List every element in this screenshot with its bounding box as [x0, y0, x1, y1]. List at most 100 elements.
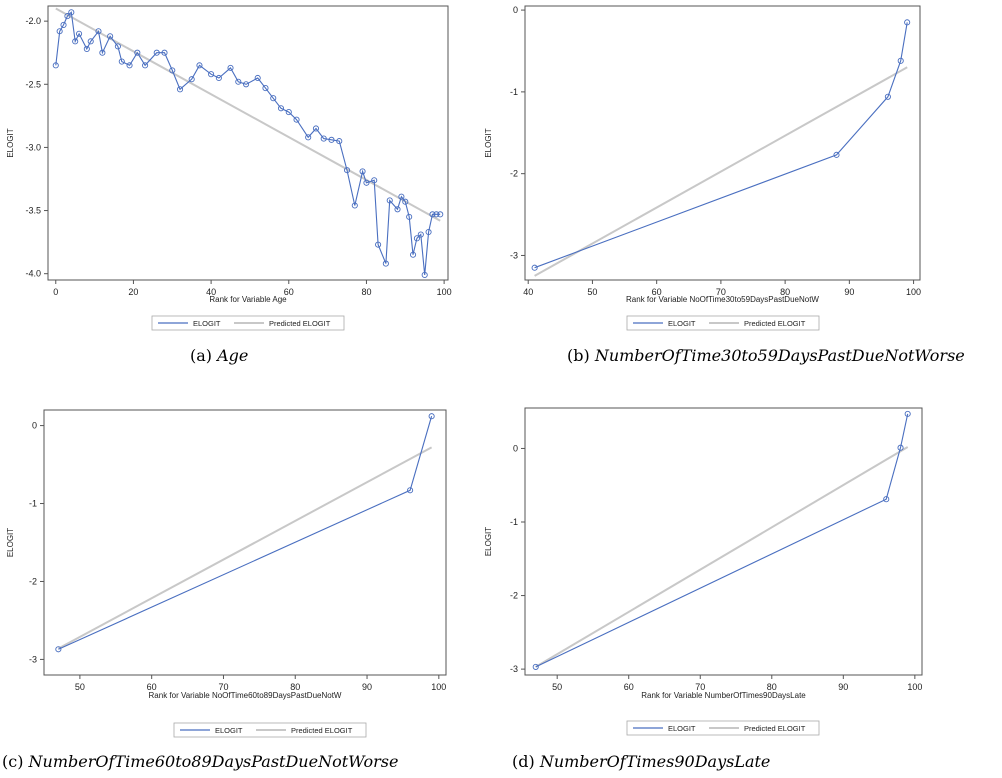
y-tick-label: -2 [29, 576, 37, 586]
elogit-point [371, 177, 378, 184]
elogit-point [382, 260, 389, 267]
elogit-point [126, 62, 133, 69]
x-tick-label: 100 [437, 287, 452, 297]
x-tick-label: 80 [767, 682, 777, 692]
elogit-point [428, 413, 435, 420]
caption-b-var: NumberOfTime30to59DaysPastDueNotWorse [594, 346, 965, 365]
y-tick-label: -1 [29, 499, 37, 509]
y-tick-label: 0 [32, 421, 37, 431]
elogit-point [359, 168, 366, 175]
x-tick-label: 90 [838, 682, 848, 692]
elogit-point [897, 57, 904, 64]
elogit-point [99, 49, 106, 56]
elogit-point [87, 38, 94, 45]
x-tick-label: 60 [652, 287, 662, 297]
x-tick-label: 80 [290, 682, 300, 692]
caption-b: (b) NumberOfTime30to59DaysPastDueNotWors… [567, 346, 965, 365]
elogit-point [305, 134, 312, 141]
predicted-elogit-line [534, 66, 908, 277]
legend-label-predicted: Predicted ELOGIT [291, 726, 353, 735]
chart-panel-c: 50 60 70 80 90 100 0 -1 -2 -3 Rank for Variable No… [0, 400, 470, 745]
y-tick-label: -2 [510, 169, 518, 179]
y-tick-label: -3 [29, 654, 37, 664]
x-tick-label: 70 [695, 682, 705, 692]
elogit-point [320, 135, 327, 142]
y-tick-label: -2 [510, 591, 518, 601]
elogit-line [55, 11, 441, 275]
elogit-point [429, 211, 436, 218]
caption-c-var: NumberOfTime60to89DaysPastDueNotWorse [28, 752, 399, 771]
x-tick-label: 60 [284, 287, 294, 297]
legend-label-elogit: ELOGIT [668, 319, 696, 328]
x-tick-label: 50 [75, 682, 85, 692]
y-tick-label: -3 [510, 250, 518, 260]
elogit-point [433, 211, 440, 218]
plot-area: 0 20 40 60 80 100 -2.0 -2.5 -3.0 -3.5 -4.0 Rank for… [6, 5, 452, 304]
elogit-point [107, 33, 114, 40]
caption-b-label: (b) [567, 346, 590, 365]
x-tick-label: 70 [218, 682, 228, 692]
elogit-point [532, 663, 539, 670]
elogit-point [270, 95, 277, 102]
x-tick-label: 90 [844, 287, 854, 297]
chart-panel-d: 50 60 70 80 90 100 0 -1 -2 -3 Rank for Variable Nu… [478, 400, 978, 745]
x-tick-label: 90 [362, 682, 372, 692]
elogit-line [534, 22, 908, 269]
elogit-point [833, 151, 840, 158]
elogit-point [277, 105, 285, 112]
caption-a-label: (a) [190, 346, 213, 365]
y-axis-label: ELOGIT [484, 527, 493, 556]
elogit-point [897, 444, 904, 451]
x-axis-label: Rank for Variable NoOfTime60to89DaysPast… [149, 691, 342, 700]
legend: ELOGIT Predicted ELOGIT [151, 315, 345, 331]
elogit-point [904, 19, 911, 26]
legend-label-elogit: ELOGIT [193, 319, 221, 328]
elogit-point [95, 28, 102, 35]
x-tick-label: 20 [128, 287, 138, 297]
elogit-point [243, 81, 250, 88]
elogit-line [535, 413, 909, 668]
elogit-point [52, 62, 59, 69]
legend-label-elogit: ELOGIT [215, 726, 243, 735]
chart-c: 50 60 70 80 90 100 0 -1 -2 -3 Rank for Variable No… [6, 409, 447, 738]
elogit-point [60, 21, 67, 28]
y-tick-label: -1 [510, 517, 518, 527]
caption-c: (c) NumberOfTime60to89DaysPastDueNotWors… [2, 752, 398, 771]
x-tick-label: 50 [587, 287, 597, 297]
y-tick-label: -3.0 [25, 142, 41, 152]
elogit-point [227, 64, 234, 71]
elogit-point [531, 264, 538, 271]
elogit-point [394, 206, 401, 213]
elogit-point [425, 228, 432, 236]
caption-c-label: (c) [2, 752, 24, 771]
elogit-point [409, 251, 417, 258]
y-tick-label: -3.5 [25, 206, 41, 216]
plot-area: 40 50 60 70 80 90 100 0 -1 -2 -3 Rank for Variable … [484, 5, 921, 304]
plot-frame [524, 5, 921, 281]
elogit-point [386, 197, 393, 204]
chart-a: 0 20 40 60 80 100 -2.0 -2.5 -3.0 -3.5 -4.0 Rank for… [6, 5, 452, 331]
plot-area: 50 60 70 80 90 100 0 -1 -2 -3 Rank for Variable No… [6, 409, 447, 700]
x-tick-label: 40 [206, 287, 216, 297]
x-tick-label: 60 [147, 682, 157, 692]
y-axis-label: ELOGIT [484, 128, 493, 157]
legend-label-elogit: ELOGIT [668, 724, 696, 733]
elogit-point [413, 235, 420, 242]
elogit-point [235, 78, 242, 85]
x-tick-label: 60 [624, 682, 634, 692]
y-axis-label: ELOGIT [6, 528, 15, 557]
elogit-point [153, 49, 160, 56]
x-tick-label: 80 [361, 287, 371, 297]
elogit-line [58, 416, 433, 650]
legend-label-predicted: Predicted ELOGIT [744, 319, 806, 328]
x-axis-label: Rank for Variable NoOfTime30to59DaysPast… [626, 295, 819, 304]
elogit-point [883, 496, 890, 503]
plot-frame [524, 407, 923, 676]
chart-panel-a: 0 20 40 60 80 100 -2.0 -2.5 -3.0 -3.5 -4.0 Rank for… [0, 0, 500, 335]
y-tick-label: -2.0 [25, 16, 41, 26]
elogit-point [55, 646, 62, 653]
x-tick-label: 80 [780, 287, 790, 297]
elogit-point [884, 93, 891, 100]
elogit-point [398, 193, 405, 200]
elogit-point [169, 67, 176, 74]
